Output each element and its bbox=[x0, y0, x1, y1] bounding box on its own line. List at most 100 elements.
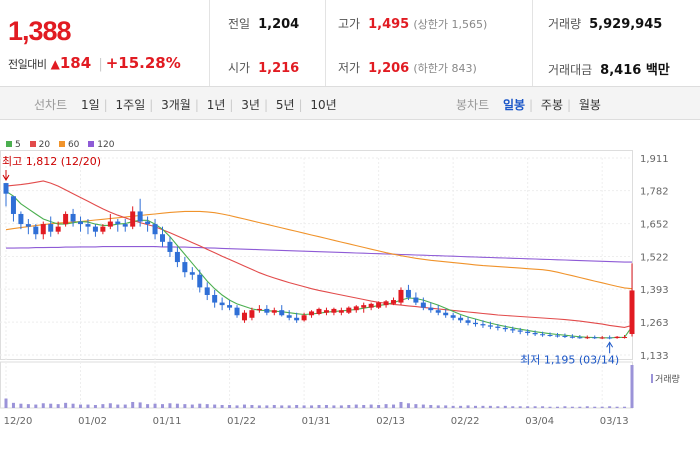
volume-bar bbox=[585, 406, 589, 408]
candle-body bbox=[100, 226, 106, 232]
candle-body bbox=[204, 287, 210, 295]
range-5y-button[interactable]: 5년 bbox=[275, 98, 295, 112]
candle-body bbox=[465, 320, 471, 323]
candle-body bbox=[78, 221, 84, 225]
high-annotation: 최고 1,812 (12/20) bbox=[2, 155, 101, 168]
range-3y-button[interactable]: 3년 bbox=[241, 98, 260, 112]
volume-bar bbox=[503, 405, 507, 408]
range-10y-button[interactable]: 10년 bbox=[310, 98, 337, 112]
candle-body bbox=[189, 272, 195, 275]
candle-body bbox=[376, 302, 382, 308]
candle-body bbox=[115, 221, 121, 225]
volume-bar bbox=[4, 398, 8, 408]
candle-body bbox=[331, 308, 337, 313]
candle-body bbox=[55, 226, 61, 232]
divider bbox=[532, 0, 533, 86]
volume-bar bbox=[220, 404, 224, 408]
volume-bar bbox=[56, 404, 60, 408]
volume-bar bbox=[123, 404, 127, 408]
range-1d-button[interactable]: 1일 bbox=[80, 98, 100, 112]
range-3m-button[interactable]: 3개월 bbox=[161, 98, 191, 112]
candle-body bbox=[33, 226, 39, 235]
volume-bar bbox=[496, 406, 500, 408]
volume-bar bbox=[213, 404, 217, 408]
candle-body bbox=[85, 224, 91, 227]
volume-bar bbox=[466, 405, 470, 408]
volume-bar bbox=[205, 404, 209, 408]
range-1y-button[interactable]: 1년 bbox=[206, 98, 226, 112]
volume-bar bbox=[235, 405, 239, 408]
candle-body bbox=[271, 310, 277, 313]
stat-volume: 거래량 5,929,945 bbox=[548, 15, 662, 32]
volume-bar bbox=[175, 403, 179, 408]
volume-bar bbox=[474, 405, 477, 408]
volume-label: 거래량 bbox=[655, 373, 680, 385]
candle-body bbox=[264, 308, 270, 313]
low-arrow-icon bbox=[606, 341, 614, 348]
volume-bar bbox=[414, 404, 418, 408]
candle-body bbox=[63, 213, 69, 225]
candle-body bbox=[107, 221, 113, 227]
candle-body bbox=[480, 324, 486, 326]
candle-body bbox=[18, 213, 24, 225]
volume-bar bbox=[64, 402, 68, 408]
candle-body bbox=[323, 310, 329, 313]
volume-bar bbox=[399, 401, 403, 408]
candle-body bbox=[227, 305, 233, 308]
candle-body bbox=[458, 317, 464, 321]
volume-bar bbox=[511, 406, 515, 408]
monthly-candle-button[interactable]: 월봉 bbox=[578, 98, 601, 112]
volume-bar bbox=[317, 404, 321, 408]
volume-bar bbox=[555, 406, 559, 408]
x-tick-label: 01/22 bbox=[227, 416, 256, 427]
line-chart-label: 선차트 bbox=[34, 98, 68, 112]
volume-bar bbox=[310, 405, 314, 408]
stat-label: 전일 bbox=[228, 17, 251, 31]
candle-body bbox=[212, 294, 218, 303]
volume-bar bbox=[392, 404, 396, 408]
range-1w-button[interactable]: 1주일 bbox=[115, 98, 146, 112]
stat-value: 1,204 bbox=[258, 17, 300, 32]
y-tick-label: 1,263 bbox=[640, 318, 669, 329]
volume-bar bbox=[250, 404, 254, 408]
weekly-candle-button[interactable]: 주봉 bbox=[540, 98, 564, 112]
volume-bar bbox=[623, 406, 627, 408]
candle-body bbox=[510, 329, 516, 331]
divider: | bbox=[98, 57, 103, 72]
current-price: 1,388 bbox=[8, 16, 72, 46]
candle-body bbox=[413, 297, 419, 303]
candle-body bbox=[383, 301, 389, 306]
volume-bar bbox=[302, 405, 306, 408]
volume-bar bbox=[377, 404, 381, 408]
volume-bar bbox=[198, 403, 202, 408]
volume-bar bbox=[526, 406, 530, 408]
candle-body bbox=[495, 326, 501, 328]
volume-bar bbox=[153, 403, 157, 408]
volume-bar bbox=[608, 406, 612, 408]
daily-candle-button[interactable]: 일봉 bbox=[502, 98, 526, 112]
candle-body bbox=[487, 325, 493, 327]
legend-ma60: 60 bbox=[58, 140, 79, 150]
divider: | bbox=[567, 98, 572, 112]
divider bbox=[325, 0, 326, 86]
volume-bar bbox=[578, 406, 582, 408]
candle-body bbox=[547, 334, 553, 336]
candle-body bbox=[174, 251, 180, 263]
volume-bar bbox=[444, 405, 448, 408]
candle-body bbox=[241, 312, 247, 321]
legend-ma20: 20 bbox=[29, 140, 50, 150]
volume-bar bbox=[518, 406, 522, 408]
stat-open: 시가 1,216 bbox=[228, 59, 299, 76]
candle-body bbox=[48, 224, 54, 232]
divider: | bbox=[298, 98, 303, 112]
volume-bar bbox=[548, 406, 552, 408]
candle-body bbox=[70, 213, 76, 222]
change-percent: +15.28% bbox=[105, 54, 181, 72]
divider: | bbox=[194, 98, 199, 112]
candle-body bbox=[502, 327, 508, 330]
stat-label: 저가 bbox=[338, 61, 361, 75]
volume-bar bbox=[161, 404, 164, 408]
volume-bar bbox=[11, 402, 15, 408]
candle-body bbox=[256, 308, 262, 311]
volume-bar bbox=[563, 406, 567, 408]
